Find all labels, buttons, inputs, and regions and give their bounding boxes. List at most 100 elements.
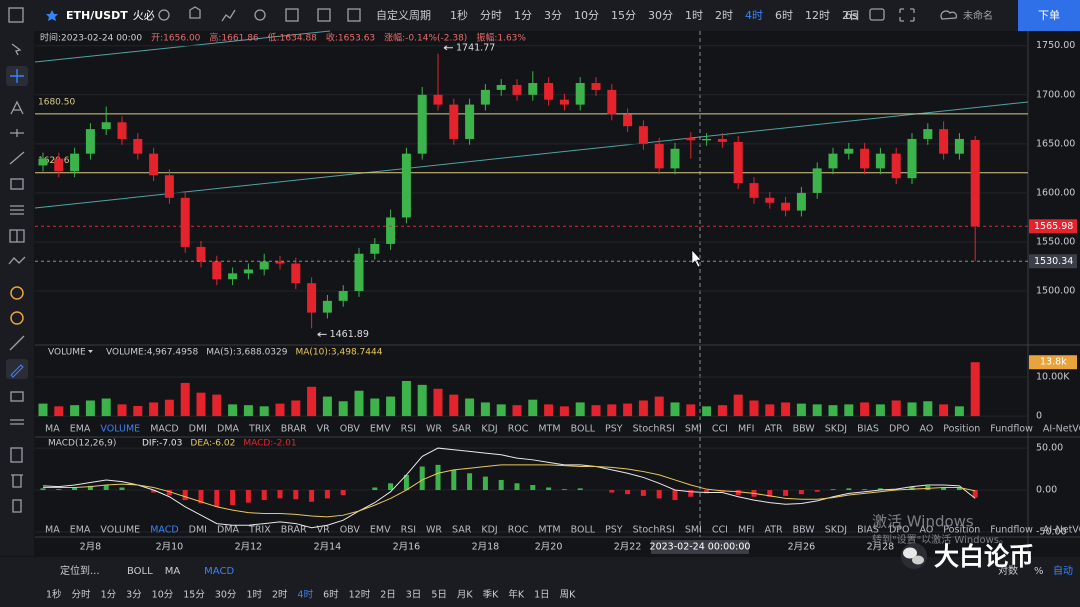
layout-name[interactable]: 未命名 <box>963 9 993 22</box>
log-toggle[interactable]: 对数 <box>998 564 1018 577</box>
indicator-tab[interactable]: VR <box>317 424 330 435</box>
percent-toggle[interactable]: % <box>1034 566 1044 577</box>
indicator-tab[interactable]: VOLUME <box>100 424 140 435</box>
pattern-tool[interactable] <box>8 256 26 265</box>
indicator-tab[interactable]: OBV <box>340 525 361 536</box>
cursor-tool[interactable] <box>11 43 22 56</box>
indicator-tab[interactable]: EMA <box>70 525 91 536</box>
ruler-tool[interactable] <box>9 335 25 351</box>
indicator-tab[interactable]: BBW <box>793 525 816 536</box>
fullscreen-icon[interactable] <box>899 8 915 22</box>
locate[interactable]: 定位到... <box>60 564 100 577</box>
lock-tool[interactable] <box>10 391 24 402</box>
overlay-tab[interactable]: MA <box>165 566 181 577</box>
hide-tool[interactable] <box>10 419 24 425</box>
footer-interval[interactable]: 季K <box>483 589 500 601</box>
symbol[interactable]: ETH/USDT <box>66 9 128 22</box>
footer-interval[interactable]: 3日 <box>406 590 422 601</box>
interval[interactable]: 4时 <box>745 9 763 22</box>
trend-tool[interactable] <box>9 151 25 165</box>
footer-interval[interactable]: 12时 <box>349 589 371 601</box>
footer-interval[interactable]: 1秒 <box>46 589 62 601</box>
indicator-tab[interactable]: StochRSI <box>633 424 675 435</box>
footer-interval[interactable]: 1日 <box>534 590 550 601</box>
indicator-tab[interactable]: VOLUME <box>100 525 140 536</box>
indicator-tab[interactable]: ROC <box>508 525 529 536</box>
interval[interactable]: 2时 <box>715 9 733 22</box>
star-icon[interactable] <box>189 6 201 19</box>
refresh[interactable]: 6s <box>845 9 858 22</box>
cloud-icon[interactable] <box>940 10 958 20</box>
order-label[interactable]: 下单 <box>1038 9 1060 22</box>
indicator-tab[interactable]: TRIX <box>248 424 271 435</box>
indicator-tab[interactable]: AI-NetVOL <box>1043 424 1080 435</box>
indicator-tab[interactable]: DMI <box>189 525 207 536</box>
indicator-tab[interactable]: PSY <box>605 424 623 435</box>
footer-interval[interactable]: 周K <box>560 590 577 601</box>
indicator-tab[interactable]: WR <box>426 424 442 435</box>
indicator-tab[interactable]: MFI <box>738 525 754 536</box>
trash-tool[interactable] <box>12 499 22 513</box>
indicator-tab[interactable]: SKDJ <box>825 525 847 536</box>
interval[interactable]: 12时 <box>805 9 830 22</box>
menu-icon[interactable] <box>8 7 24 23</box>
indicator-tab[interactable]: MA <box>45 424 60 435</box>
indicator-tab[interactable]: Position <box>943 424 980 435</box>
footer-interval[interactable]: 分时 <box>72 589 92 601</box>
footer-interval[interactable]: 15分 <box>183 590 205 601</box>
indicator-tab[interactable]: Fundflow <box>990 424 1033 435</box>
indicator-tab[interactable]: SMI <box>685 525 702 536</box>
indicator-tab[interactable]: AI-NetVOL <box>1043 525 1080 536</box>
interval[interactable]: 1时 <box>685 9 703 22</box>
overlay-tab[interactable]: BOLL <box>127 566 153 577</box>
indicator-tab[interactable]: SKDJ <box>825 424 847 435</box>
indicator-tab[interactable]: DMA <box>217 525 240 536</box>
indicator-tab[interactable]: EMV <box>370 525 391 536</box>
indicator-tab[interactable]: SAR <box>452 424 472 435</box>
period-menu[interactable]: 自定义周期 <box>376 8 431 22</box>
indicator-tab[interactable]: StochRSI <box>633 525 675 536</box>
indicator-tab[interactable]: Position <box>943 525 980 536</box>
interval[interactable]: 10分 <box>574 9 599 22</box>
indicator-tab[interactable]: TRIX <box>248 525 271 536</box>
indicator-tab[interactable]: OBV <box>340 424 361 435</box>
indicator-icon[interactable] <box>221 9 236 22</box>
measure-tool[interactable] <box>9 229 25 243</box>
indicator-tab[interactable]: BIAS <box>857 525 879 536</box>
brush-tool[interactable] <box>10 364 24 378</box>
indicator-tab[interactable]: PSY <box>605 525 623 536</box>
indicator-tab[interactable]: Fundflow <box>990 525 1033 536</box>
list-tool[interactable] <box>10 447 23 463</box>
interval[interactable]: 1秒 <box>450 8 468 22</box>
footer-interval[interactable]: 1分 <box>101 590 117 601</box>
footer-interval[interactable]: 30分 <box>215 590 237 601</box>
footer-interval[interactable]: 2时 <box>272 589 288 601</box>
footer-interval[interactable]: 月K <box>457 590 474 601</box>
indicator-tab[interactable]: BIAS <box>857 424 879 435</box>
grid-icon[interactable] <box>347 8 361 22</box>
indicator-tab[interactable]: DPO <box>889 424 910 435</box>
exchange[interactable]: 火必 <box>133 9 155 22</box>
interval[interactable]: 15分 <box>611 9 636 22</box>
indicator-tab[interactable]: EMA <box>70 424 91 435</box>
crosshair-tool[interactable] <box>10 69 24 83</box>
auto-toggle[interactable]: 自动 <box>1053 564 1073 577</box>
footer-interval[interactable]: 年K <box>508 589 525 601</box>
interval[interactable]: 3分 <box>544 9 562 22</box>
camera-icon[interactable] <box>869 8 885 21</box>
search-icon[interactable] <box>158 9 170 21</box>
footer-interval[interactable]: 3分 <box>126 590 142 601</box>
indicator-tab[interactable]: DMA <box>217 424 240 435</box>
interval[interactable]: 分时 <box>480 9 502 22</box>
indicator-tab[interactable]: ATR <box>764 424 783 435</box>
indicator-tab[interactable]: DPO <box>889 525 910 536</box>
indicator-tab[interactable]: SAR <box>452 525 472 536</box>
footer-interval[interactable]: 2日 <box>380 590 396 601</box>
indicator-tab[interactable]: SMI <box>685 424 702 435</box>
footer-interval[interactable]: 1时 <box>246 589 262 601</box>
indicator-tab[interactable]: CCI <box>712 525 728 536</box>
indicator-tab[interactable]: BOLL <box>571 525 596 536</box>
indicator-tab[interactable]: BRAR <box>281 424 307 435</box>
settings-icon[interactable] <box>254 9 266 21</box>
footer-interval[interactable]: 5日 <box>431 590 447 601</box>
